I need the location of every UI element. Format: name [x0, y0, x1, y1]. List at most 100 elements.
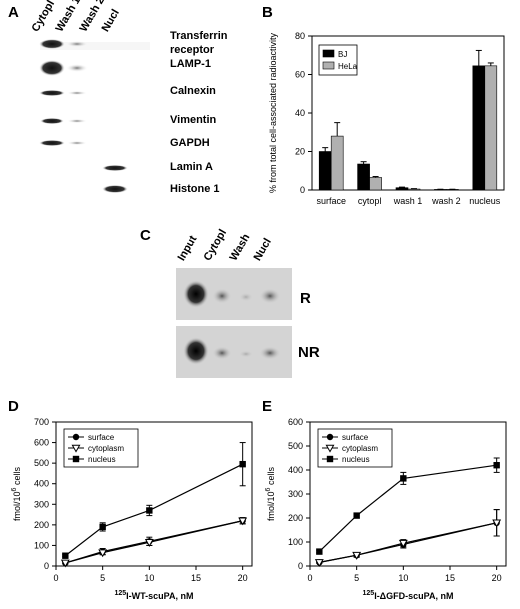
x-tick-label: 5	[354, 573, 359, 583]
x-tick-label: 0	[53, 573, 58, 583]
y-tick-label: 600	[288, 417, 303, 427]
y-tick-label: 20	[295, 147, 305, 157]
lane-label-nucl: Nucl	[99, 7, 122, 35]
legend-marker-surface	[72, 433, 80, 441]
legend-label-bj: BJ	[338, 50, 347, 59]
y-tick-label: 100	[34, 540, 49, 550]
y-tick-label: 600	[34, 438, 49, 448]
legend-label-cytoplasm: cytoplasm	[342, 444, 378, 453]
x-tick-label: 20	[492, 573, 502, 583]
point-cytoplasm	[352, 551, 362, 560]
line-nucleus	[318, 464, 497, 553]
legend-label-cytoplasm: cytoplasm	[88, 444, 124, 453]
point-cytoplasm	[238, 517, 248, 526]
legend-label-hela: HeLa	[338, 62, 358, 71]
panel-b-label: B	[262, 4, 273, 21]
point-cytoplasm	[144, 539, 154, 547]
bar-bj-surface	[318, 151, 332, 191]
band-lamina-nucl	[102, 165, 128, 171]
bar-bj-nucleus	[472, 65, 486, 191]
x-tick-label: wash 2	[431, 196, 461, 206]
x-axis-label: 125I-WT-scuPA, nM	[114, 590, 193, 601]
y-axis-label: fmol/106 cells	[265, 467, 276, 521]
bar-bj-cytopl	[357, 163, 370, 191]
band-vimentin-wash1	[67, 119, 87, 123]
x-tick-label: 0	[307, 573, 312, 583]
x-tick-label: 5	[100, 573, 105, 583]
point-nucleus	[400, 475, 407, 482]
bar-bj-wash1	[395, 187, 409, 191]
band-transferrin-wash1	[66, 41, 88, 47]
legend-marker-surface	[326, 433, 334, 441]
band-lamp1-cytopl	[39, 60, 65, 76]
spot-nr-cytopl	[212, 346, 232, 360]
y-tick-label: 400	[288, 465, 303, 475]
chart-d: 0 100 200 300 400 500 600 700 0 5 10 15 20 fmol/106 c…	[11, 417, 253, 601]
spot-nr-nucl	[259, 346, 281, 360]
blot-label-vimentin: Vimentin	[170, 114, 217, 126]
legend-label-surface: surface	[342, 433, 369, 442]
y-tick-label: 0	[298, 561, 303, 571]
y-tick-label: 40	[295, 108, 305, 118]
spot-nr-input	[183, 337, 209, 365]
point-cytoplasm	[98, 549, 108, 558]
point-nucleus	[493, 462, 500, 469]
point-nucleus	[146, 507, 153, 514]
legend-marker-nucleus	[326, 455, 334, 463]
band-gapdh-wash1	[67, 141, 87, 145]
y-tick-label: 60	[295, 70, 305, 80]
blot-label-histone1: Histone 1	[170, 183, 220, 195]
y-tick-label: 400	[34, 479, 49, 489]
blot-label-lamp1: LAMP-1	[170, 58, 211, 70]
y-tick-label: 100	[288, 537, 303, 547]
point-cytoplasm	[398, 539, 408, 548]
y-tick-label: 0	[44, 561, 49, 571]
y-axis-label: fmol/106 cells	[11, 467, 22, 521]
legend-marker-cytoplasm	[325, 444, 335, 453]
blot-label-transferrin-line1: Transferrin	[170, 30, 228, 42]
band-histone1-nucl	[102, 185, 128, 193]
y-tick-label: 200	[34, 520, 49, 530]
point-cytoplasm	[314, 559, 324, 568]
panel-a-label: A	[8, 4, 19, 21]
y-axis-label: % from total cell-associated radioactivi…	[268, 32, 278, 193]
band-vimentin-cytopl	[40, 118, 64, 124]
lane-label-c-nucl: Nucl	[251, 236, 274, 263]
x-tick-label: nucleus	[469, 196, 501, 206]
line-cytoplasm	[65, 520, 243, 564]
x-tick-label: 15	[445, 573, 455, 583]
y-tick-label: 80	[295, 31, 305, 41]
band-calnexin-cytopl	[39, 90, 65, 96]
x-tick-label: 10	[144, 573, 154, 583]
y-tick-label: 200	[288, 513, 303, 523]
panel-d-label: D	[8, 398, 19, 415]
plot-frame	[55, 421, 253, 567]
chart-e: 0 100 200 300 400 500 600 0 5 10 15 20 fmol/106 cell…	[265, 417, 507, 601]
lane-label-c-wash: Wash	[227, 231, 253, 263]
bar-hela-wash1	[407, 188, 421, 191]
y-tick-label: 300	[288, 489, 303, 499]
legend-marker-cytoplasm	[71, 444, 81, 453]
lane-label-c-cytopl: Cytopl	[201, 227, 230, 263]
gel-row-label-nr: NR	[298, 344, 320, 361]
chart-b: 0 20 40 60 80 surface cytopl wash 1 wash 2 nucleu…	[268, 31, 505, 206]
line-nucleus	[64, 463, 243, 557]
point-nucleus	[316, 548, 323, 555]
legend-swatch-bj	[322, 49, 335, 58]
band-calnexin-wash1	[67, 91, 87, 95]
lane-label-input: Input	[175, 233, 200, 263]
x-tick-label: 10	[398, 573, 408, 583]
y-tick-label: 700	[34, 417, 49, 427]
x-tick-label: 15	[191, 573, 201, 583]
line-cytoplasm	[319, 522, 497, 563]
panel-c-gel	[176, 268, 292, 378]
y-tick-label: 500	[288, 441, 303, 451]
blot-label-lamina: Lamin A	[170, 161, 213, 173]
point-nucleus	[353, 512, 360, 519]
y-tick-label: 300	[34, 499, 49, 509]
panel-a-blot	[39, 39, 150, 193]
spot-nr-wash	[238, 350, 254, 358]
y-tick-label: 500	[34, 458, 49, 468]
band-lamp1-wash1	[66, 64, 88, 72]
point-cytoplasm	[60, 559, 70, 568]
